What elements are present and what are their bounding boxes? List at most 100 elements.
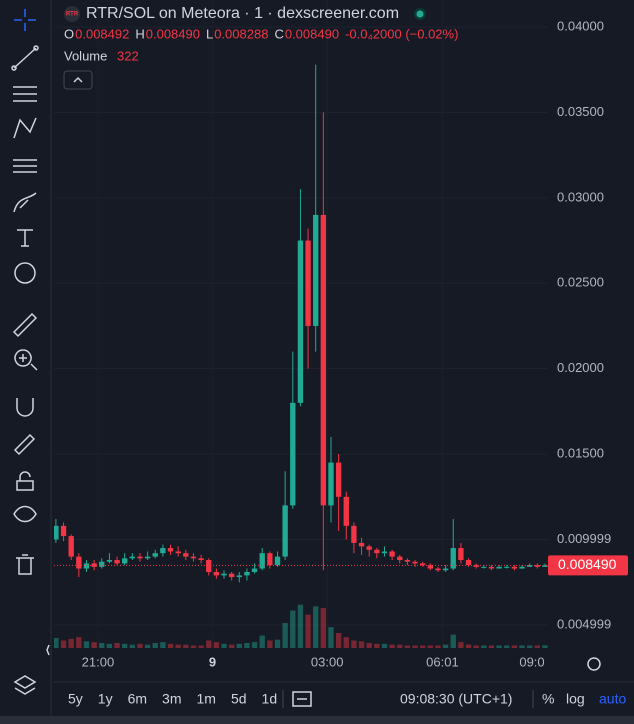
candle-body	[381, 551, 388, 554]
candle-body	[358, 542, 365, 547]
zoom-tool[interactable]	[14, 349, 38, 371]
volume-bar	[160, 642, 166, 648]
range-button[interactable]: 1d	[262, 691, 278, 707]
range-button[interactable]: 1y	[98, 691, 113, 707]
pattern-tool[interactable]	[13, 117, 37, 139]
range-button[interactable]: 1m	[197, 691, 216, 707]
candle-body	[83, 563, 90, 569]
y-tick-label: 0.009999	[557, 531, 611, 546]
scale-button[interactable]: %	[542, 691, 554, 707]
volume-bar	[228, 644, 235, 648]
volume-bar	[274, 639, 281, 648]
candle-body	[251, 568, 258, 572]
y-tick-label: 0.03000	[557, 189, 604, 204]
volume-bar	[236, 643, 242, 648]
candle-body	[305, 240, 311, 326]
range-button[interactable]: 5d	[231, 691, 247, 707]
candle-body	[412, 561, 418, 564]
candle-body	[488, 566, 495, 569]
ohlc-key: H	[135, 26, 144, 41]
bottom-bar: 5y 1y 6m 3m 1m 5d 1d 09:08:30 (UTC+1)% log auto	[68, 691, 626, 707]
candle-body	[542, 565, 548, 567]
pair-title: RTR/SOL on Meteora · 1 · dexscreener.com	[86, 5, 399, 22]
candle-body	[106, 560, 113, 562]
emoji-tool[interactable]	[14, 262, 36, 284]
ruler-tool[interactable]	[12, 312, 38, 338]
candle-body	[420, 563, 426, 566]
candle-body	[442, 568, 449, 571]
volume-bar	[91, 642, 97, 648]
candle-body	[183, 553, 189, 557]
candle-body	[465, 560, 472, 566]
volume-bar	[351, 640, 357, 648]
collapse-legend[interactable]	[63, 70, 93, 90]
tool-icons	[11, 9, 601, 708]
volume-bar	[129, 644, 135, 648]
volume-bar	[175, 644, 181, 648]
candle-body	[519, 566, 525, 569]
volume-bar	[335, 633, 342, 648]
volume-bar	[144, 644, 151, 648]
crosshair-tool[interactable]	[14, 9, 36, 31]
x-tick-label: 9	[209, 654, 216, 669]
volume-bar	[366, 643, 372, 648]
fib-tool[interactable]	[13, 86, 37, 102]
volume-bar	[282, 623, 288, 648]
candle-body	[267, 553, 273, 566]
candle-body	[534, 565, 540, 567]
candle-body	[397, 556, 403, 561]
range-button[interactable]: 3m	[162, 691, 181, 707]
visibility-tool[interactable]	[13, 505, 37, 523]
collapse-toolbar[interactable]	[46, 644, 50, 656]
volume-bar	[114, 643, 120, 648]
volume-legend-label: Volume	[64, 48, 107, 63]
text-tool[interactable]	[17, 229, 33, 247]
volume-bar	[450, 634, 456, 648]
prediction-tool[interactable]	[13, 159, 37, 173]
date-range-button[interactable]	[292, 691, 312, 707]
settings-button[interactable]	[587, 657, 601, 671]
scale-button[interactable]: auto	[599, 691, 626, 707]
lock-tool[interactable]	[16, 471, 34, 491]
volume-bar	[251, 642, 258, 648]
magnet-tool[interactable]	[16, 398, 34, 417]
volume-bar	[374, 643, 380, 648]
candle-body	[236, 575, 242, 578]
candle-body	[274, 556, 281, 566]
y-tick-label: 0.04000	[557, 18, 604, 33]
candle-body	[114, 560, 120, 564]
candle-body	[54, 525, 59, 540]
toolbar	[0, 0, 50, 718]
volume-bar	[389, 644, 395, 648]
range-button[interactable]: 5y	[68, 691, 83, 707]
brush-tool[interactable]	[13, 192, 37, 213]
volume-bar	[297, 604, 304, 648]
candle-body	[167, 548, 174, 552]
candle-body	[297, 240, 304, 403]
volume-bar	[259, 635, 265, 648]
last-price-label: 0.008490	[558, 556, 617, 572]
scale-button[interactable]: log	[566, 691, 585, 707]
candle-body	[374, 549, 380, 554]
candle-body	[91, 563, 97, 567]
lock-drawing-tool[interactable]	[13, 433, 36, 456]
volume-bar	[167, 643, 174, 648]
pair-logo-text: RTR	[66, 12, 79, 18]
candle-body	[76, 556, 82, 569]
candle-body	[160, 548, 166, 554]
range-button[interactable]: 6m	[128, 691, 147, 707]
volume-bar	[473, 645, 479, 648]
volume-bar	[427, 645, 434, 648]
volume-bar	[519, 645, 525, 648]
volume-bar	[381, 643, 388, 648]
trend-line-tool[interactable]	[11, 45, 39, 71]
candle-body	[144, 556, 151, 559]
y-tick-label: 0.02500	[557, 275, 604, 290]
volume-bar	[183, 644, 189, 648]
candle-body	[290, 402, 296, 506]
layers-tool[interactable]	[13, 675, 37, 695]
delete-tool[interactable]	[16, 554, 34, 575]
candle-body	[152, 553, 158, 557]
